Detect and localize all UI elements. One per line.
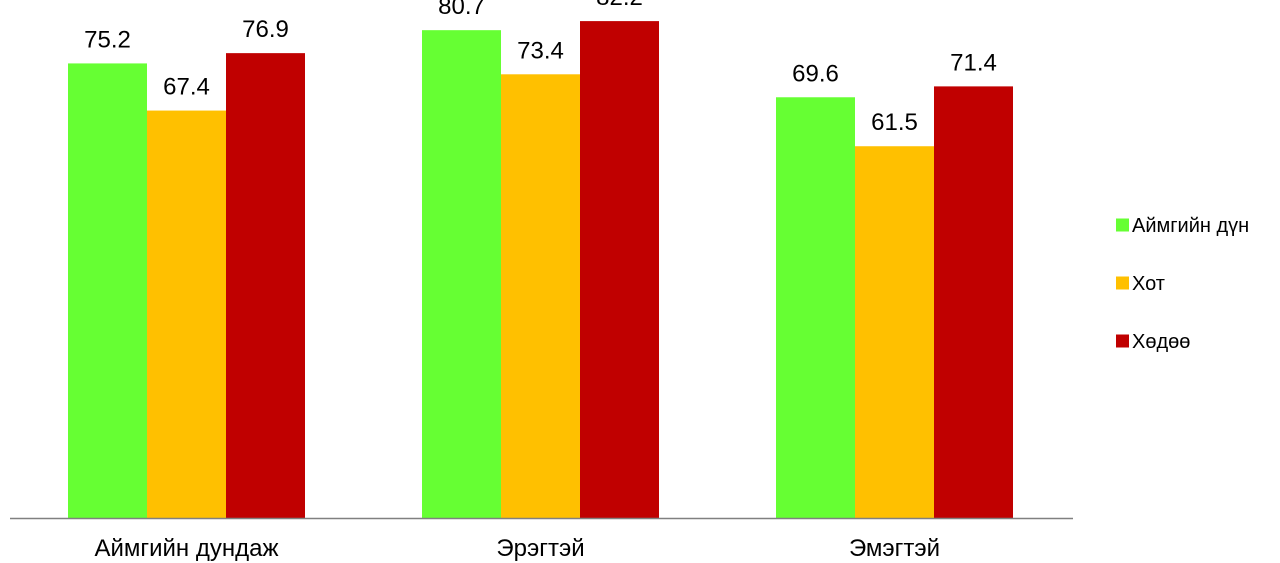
legend-item: Аймгийн дүн [1116,215,1249,237]
bar-3-2 [580,21,659,518]
bar-2-2 [501,74,580,518]
category-label: Аймгийн дундаж [94,535,278,562]
legend-label: Хөдөө [1132,331,1190,353]
legend-swatch [1116,218,1129,232]
legend-item: Хот [1116,273,1165,295]
bars-group [68,21,1013,519]
category-label: Эмэгтэй [849,535,940,562]
data-label: 82.2 [596,0,643,11]
bar-1-3 [776,97,855,518]
legend-item: Хөдөө [1116,331,1190,353]
legend-swatch [1116,334,1129,348]
legend-label: Хот [1132,273,1165,295]
bar-1-1 [68,63,147,518]
data-label: 73.4 [517,37,564,64]
bar-3-1 [226,53,305,519]
data-label: 67.4 [163,74,210,101]
legend: Аймгийн дүн Хот Хөдөө [1116,215,1249,353]
legend-swatch [1116,276,1129,290]
data-label: 75.2 [84,26,131,53]
data-label: 80.7 [438,0,485,20]
bar-1-2 [422,30,501,519]
data-label: 69.6 [792,60,839,87]
bar-2-3 [855,146,934,519]
category-labels-group: Аймгийн дундаж Эрэгтэй Эмэгтэй [94,535,940,562]
category-label: Эрэгтэй [496,535,584,562]
data-label: 61.5 [871,109,918,136]
bar-3-3 [934,86,1013,519]
legend-label: Аймгийн дүн [1132,215,1249,237]
data-label: 71.4 [950,49,997,76]
bar-2-1 [147,110,226,518]
data-label: 76.9 [242,16,289,43]
value-labels-group: 75.2 67.4 76.9 80.7 73.4 82.2 69.6 61.5 71.4 [84,0,997,136]
